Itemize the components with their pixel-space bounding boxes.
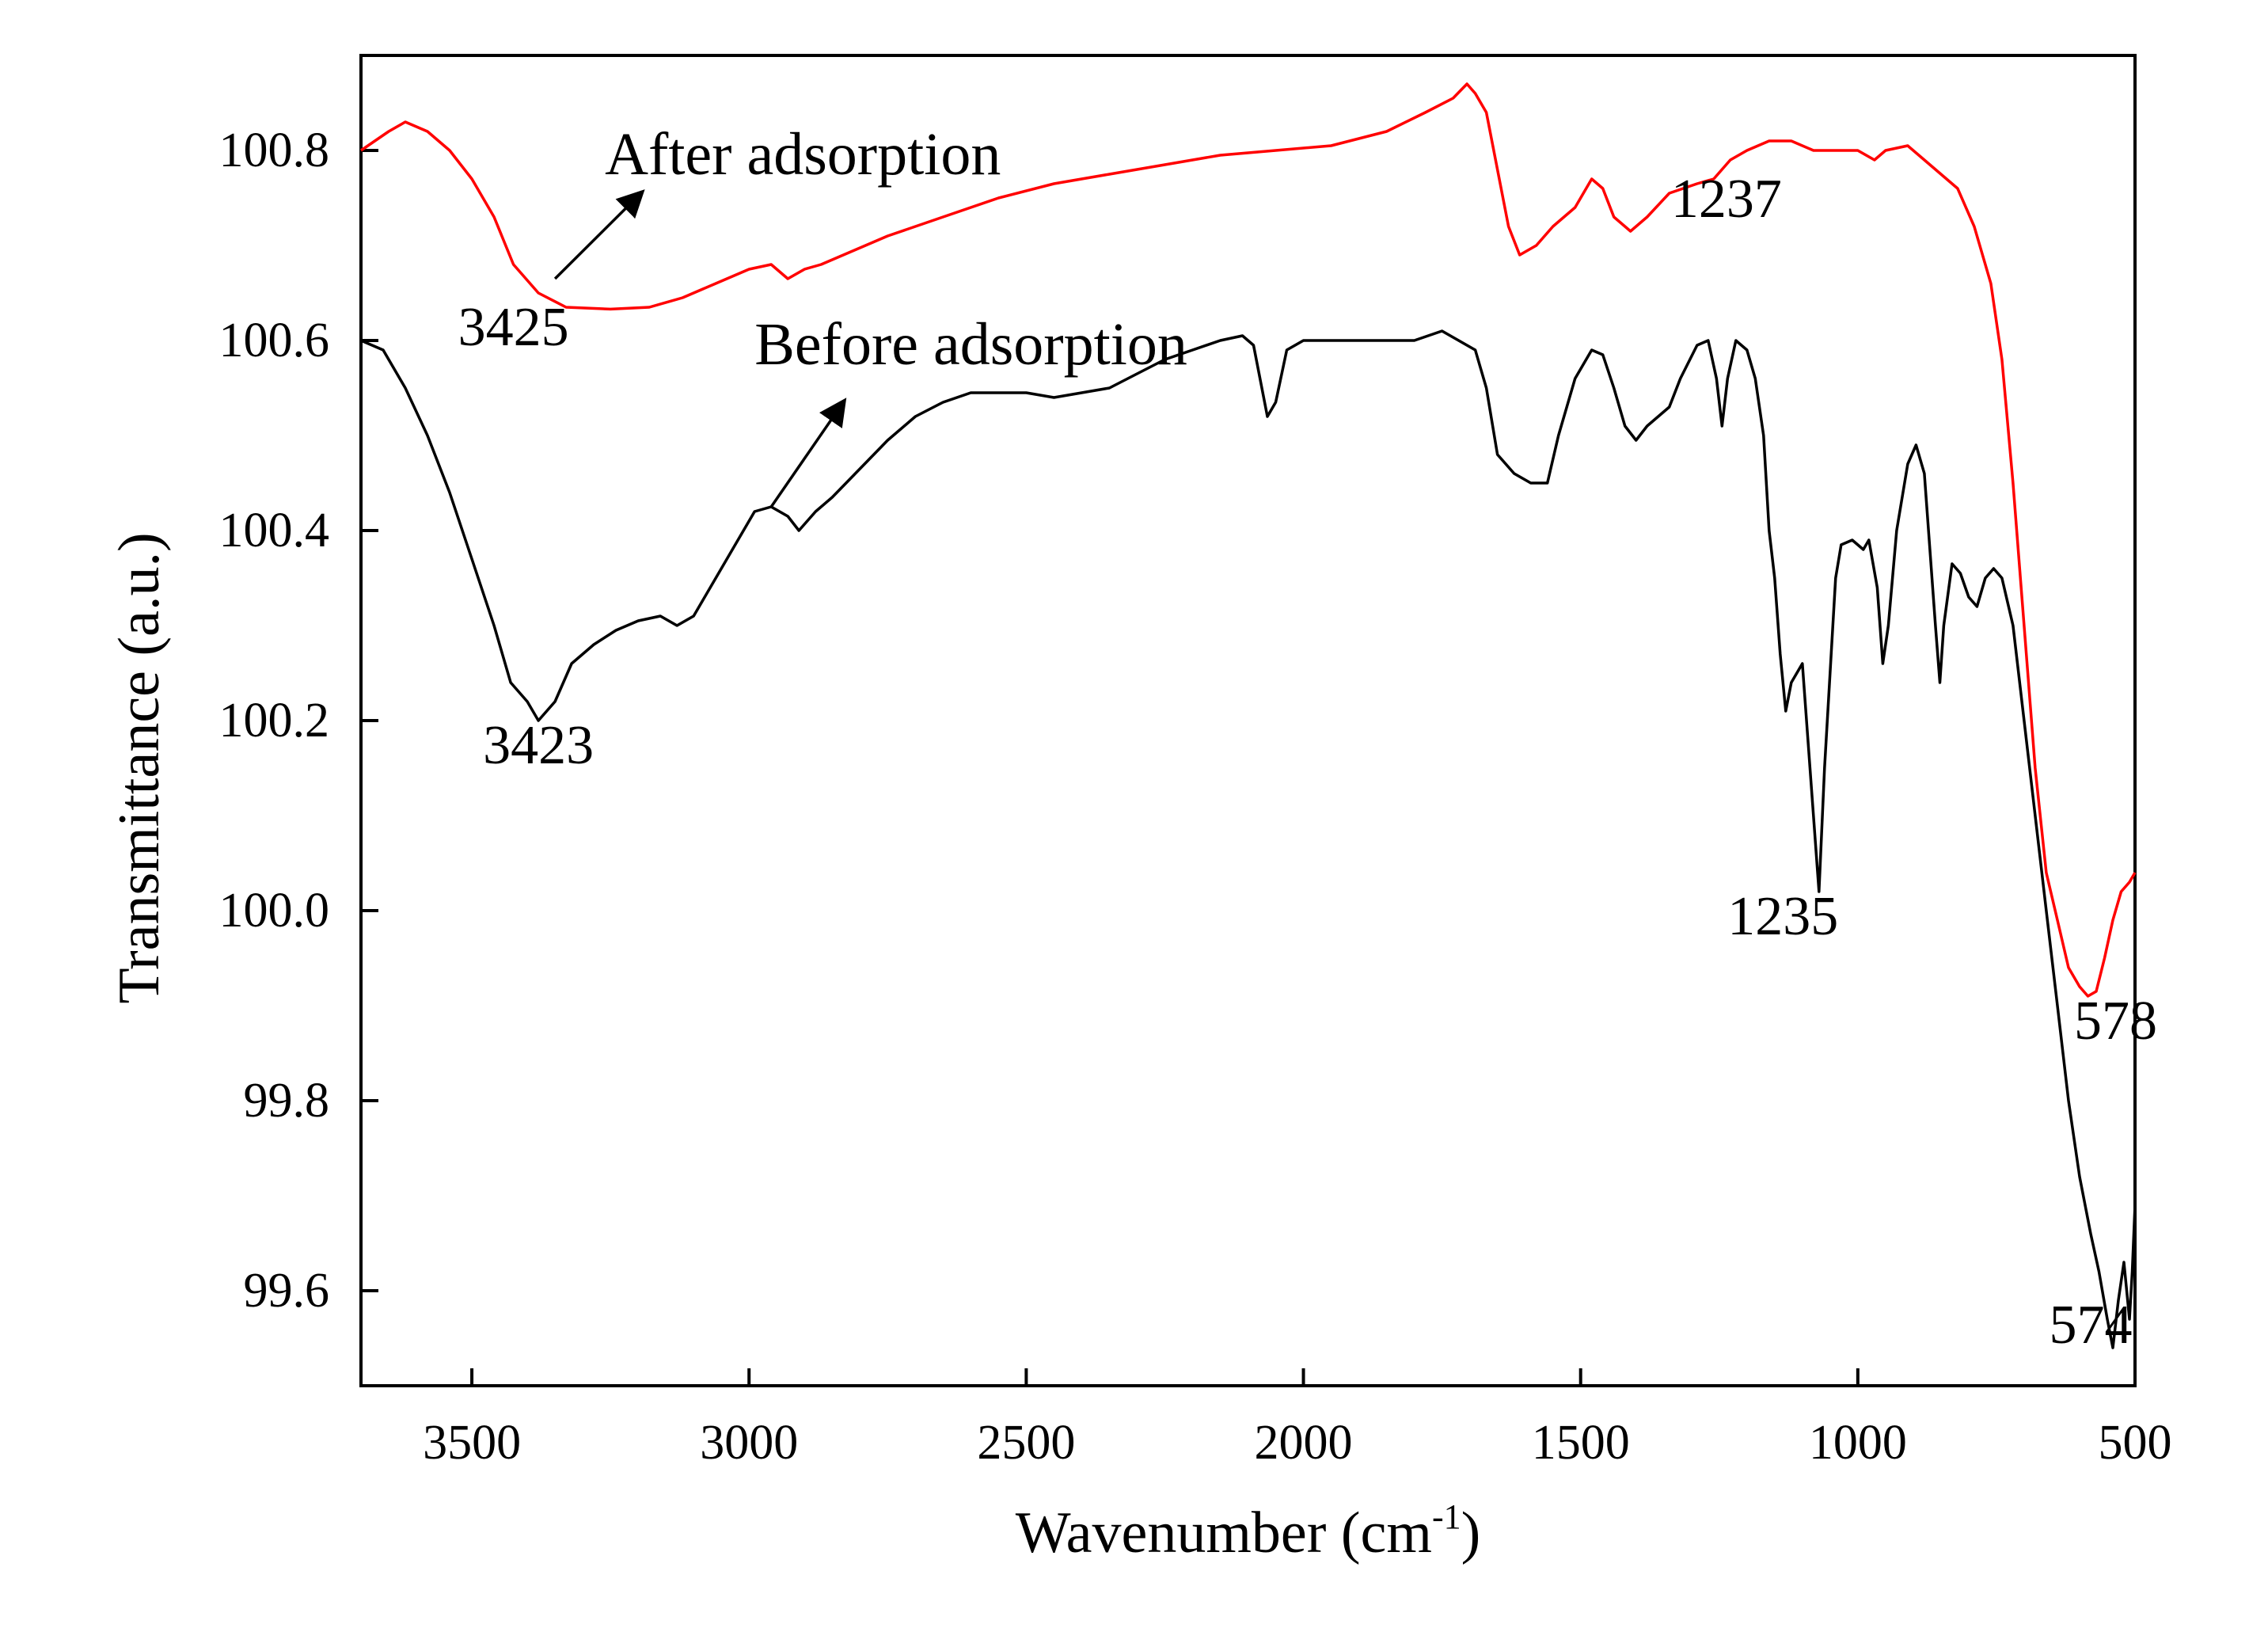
- axis-ticks: 3500 3000 2500 2000 1500 1000 500 99.6 99.8 100.0…: [219, 124, 2172, 1470]
- x-tick-label: 2000: [1255, 1416, 1353, 1470]
- plot-frame: [359, 54, 2137, 1387]
- x-tick-label: 3000: [700, 1416, 798, 1470]
- y-tick-label: 100.0: [219, 884, 330, 938]
- y-tick-label: 100.8: [219, 124, 330, 177]
- x-axis-title-main: Wavenumber (cm: [1016, 1501, 1432, 1565]
- x-tick-label: 3500: [423, 1416, 521, 1470]
- axis-titles: Wavenumber (cm-1) Transmittance (a.u.): [107, 532, 1480, 1565]
- y-tick-label: 100.2: [219, 694, 330, 748]
- peak-label: 3423: [483, 715, 594, 776]
- x-tick-label: 1500: [1532, 1416, 1630, 1470]
- y-axis-title: Transmittance (a.u.): [107, 532, 172, 1003]
- peak-label: 578: [2074, 991, 2157, 1052]
- x-tick-label: 500: [2099, 1416, 2172, 1470]
- y-tick-label: 99.8: [244, 1074, 330, 1128]
- series-group: [360, 82, 2137, 1349]
- x-axis-title-superscript: -1: [1432, 1497, 1461, 1536]
- x-axis-title: Wavenumber (cm-1): [1016, 1497, 1481, 1565]
- peak-label: 1237: [1671, 169, 1782, 230]
- x-axis-title-close: ): [1461, 1501, 1481, 1565]
- peak-label: 574: [2049, 1295, 2132, 1356]
- x-tick-label: 2500: [977, 1416, 1075, 1470]
- plot-frame-group: [359, 54, 2137, 1387]
- annotations: 3425 3423 1237 1235 578 574 After adsorption Be…: [458, 121, 2157, 1356]
- y-tick-label: 99.6: [244, 1264, 330, 1318]
- series-label-before: Before adsorption: [754, 311, 1187, 378]
- peak-label: 3425: [458, 297, 569, 358]
- series-label-arrow: [769, 398, 847, 508]
- series-line-before-adsorption: [360, 329, 2137, 1349]
- y-tick-label: 100.4: [219, 504, 330, 557]
- x-tick-label: 1000: [1809, 1416, 1907, 1470]
- series-label-arrow: [553, 189, 645, 280]
- peak-label: 1235: [1727, 886, 1838, 947]
- series-label-after: After adsorption: [605, 121, 1001, 188]
- y-tick-label: 100.6: [219, 314, 330, 367]
- series-line-after-adsorption: [360, 82, 2137, 998]
